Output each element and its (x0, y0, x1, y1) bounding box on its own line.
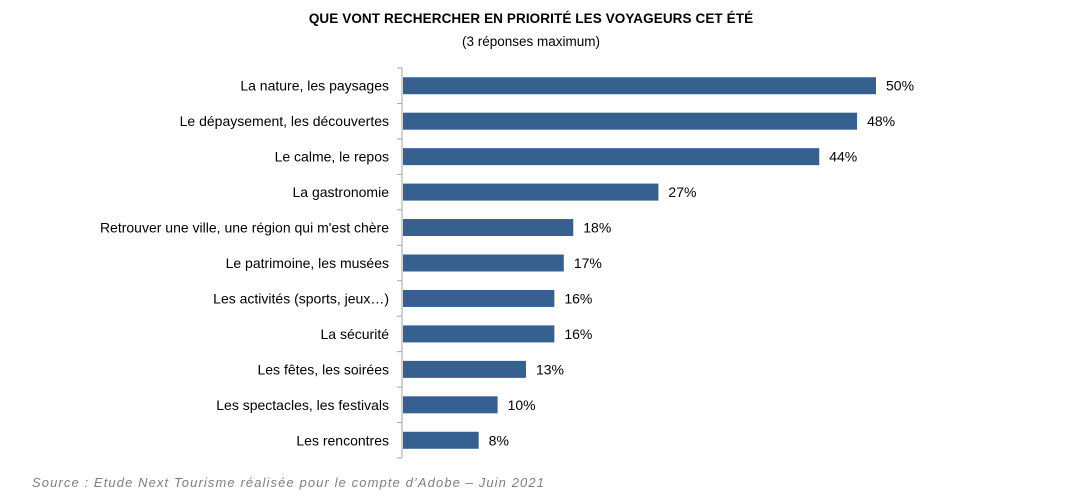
value-label: 13% (536, 361, 564, 377)
bar (403, 219, 574, 237)
value-label: 48% (867, 113, 895, 129)
bar (403, 360, 526, 378)
category-label: Retrouver une ville, une région qui m'es… (100, 220, 389, 236)
value-label: 27% (668, 184, 696, 200)
value-label: 18% (583, 220, 611, 236)
bar (403, 77, 876, 95)
category-label: Les fêtes, les soirées (257, 361, 389, 377)
value-label: 50% (886, 78, 914, 94)
value-label: 44% (829, 149, 857, 165)
category-label: Les spectacles, les festivals (216, 397, 389, 413)
bar (403, 396, 498, 414)
category-label: Les activités (sports, jeux…) (213, 290, 389, 306)
category-label: La nature, les paysages (240, 78, 389, 94)
category-label: Les rencontres (296, 432, 389, 448)
category-label: Le dépaysement, les découvertes (180, 113, 389, 129)
value-label: 17% (574, 255, 602, 271)
chart-title: QUE VONT RECHERCHER EN PRIORITÉ LES VOYA… (308, 11, 754, 26)
bar (403, 431, 479, 449)
category-label: Le calme, le repos (275, 149, 389, 165)
y-axis-ticks (397, 67, 402, 459)
bar (403, 325, 555, 343)
value-label: 8% (489, 432, 509, 448)
bar (403, 254, 564, 272)
value-label: 16% (564, 290, 592, 306)
category-label: Le patrimoine, les musées (226, 255, 389, 271)
value-label: 16% (564, 326, 592, 342)
category-label: La gastronomie (292, 184, 389, 200)
chart-subtitle: (3 réponses maximum) (461, 34, 601, 49)
value-labels: 50% 48% 44% 27% 18% 17% 16% 16% 13% 10% 8% (489, 78, 914, 449)
bar (403, 183, 659, 201)
value-label: 10% (508, 397, 536, 413)
bars-group (403, 77, 876, 449)
bar (403, 112, 858, 130)
category-label: La sécurité (321, 326, 390, 342)
bar (403, 148, 820, 166)
category-labels: La nature, les paysages Le dépaysement, l… (100, 78, 389, 449)
bar (403, 289, 555, 307)
source-note: Source : Etude Next Tourisme réalisée po… (32, 475, 546, 490)
